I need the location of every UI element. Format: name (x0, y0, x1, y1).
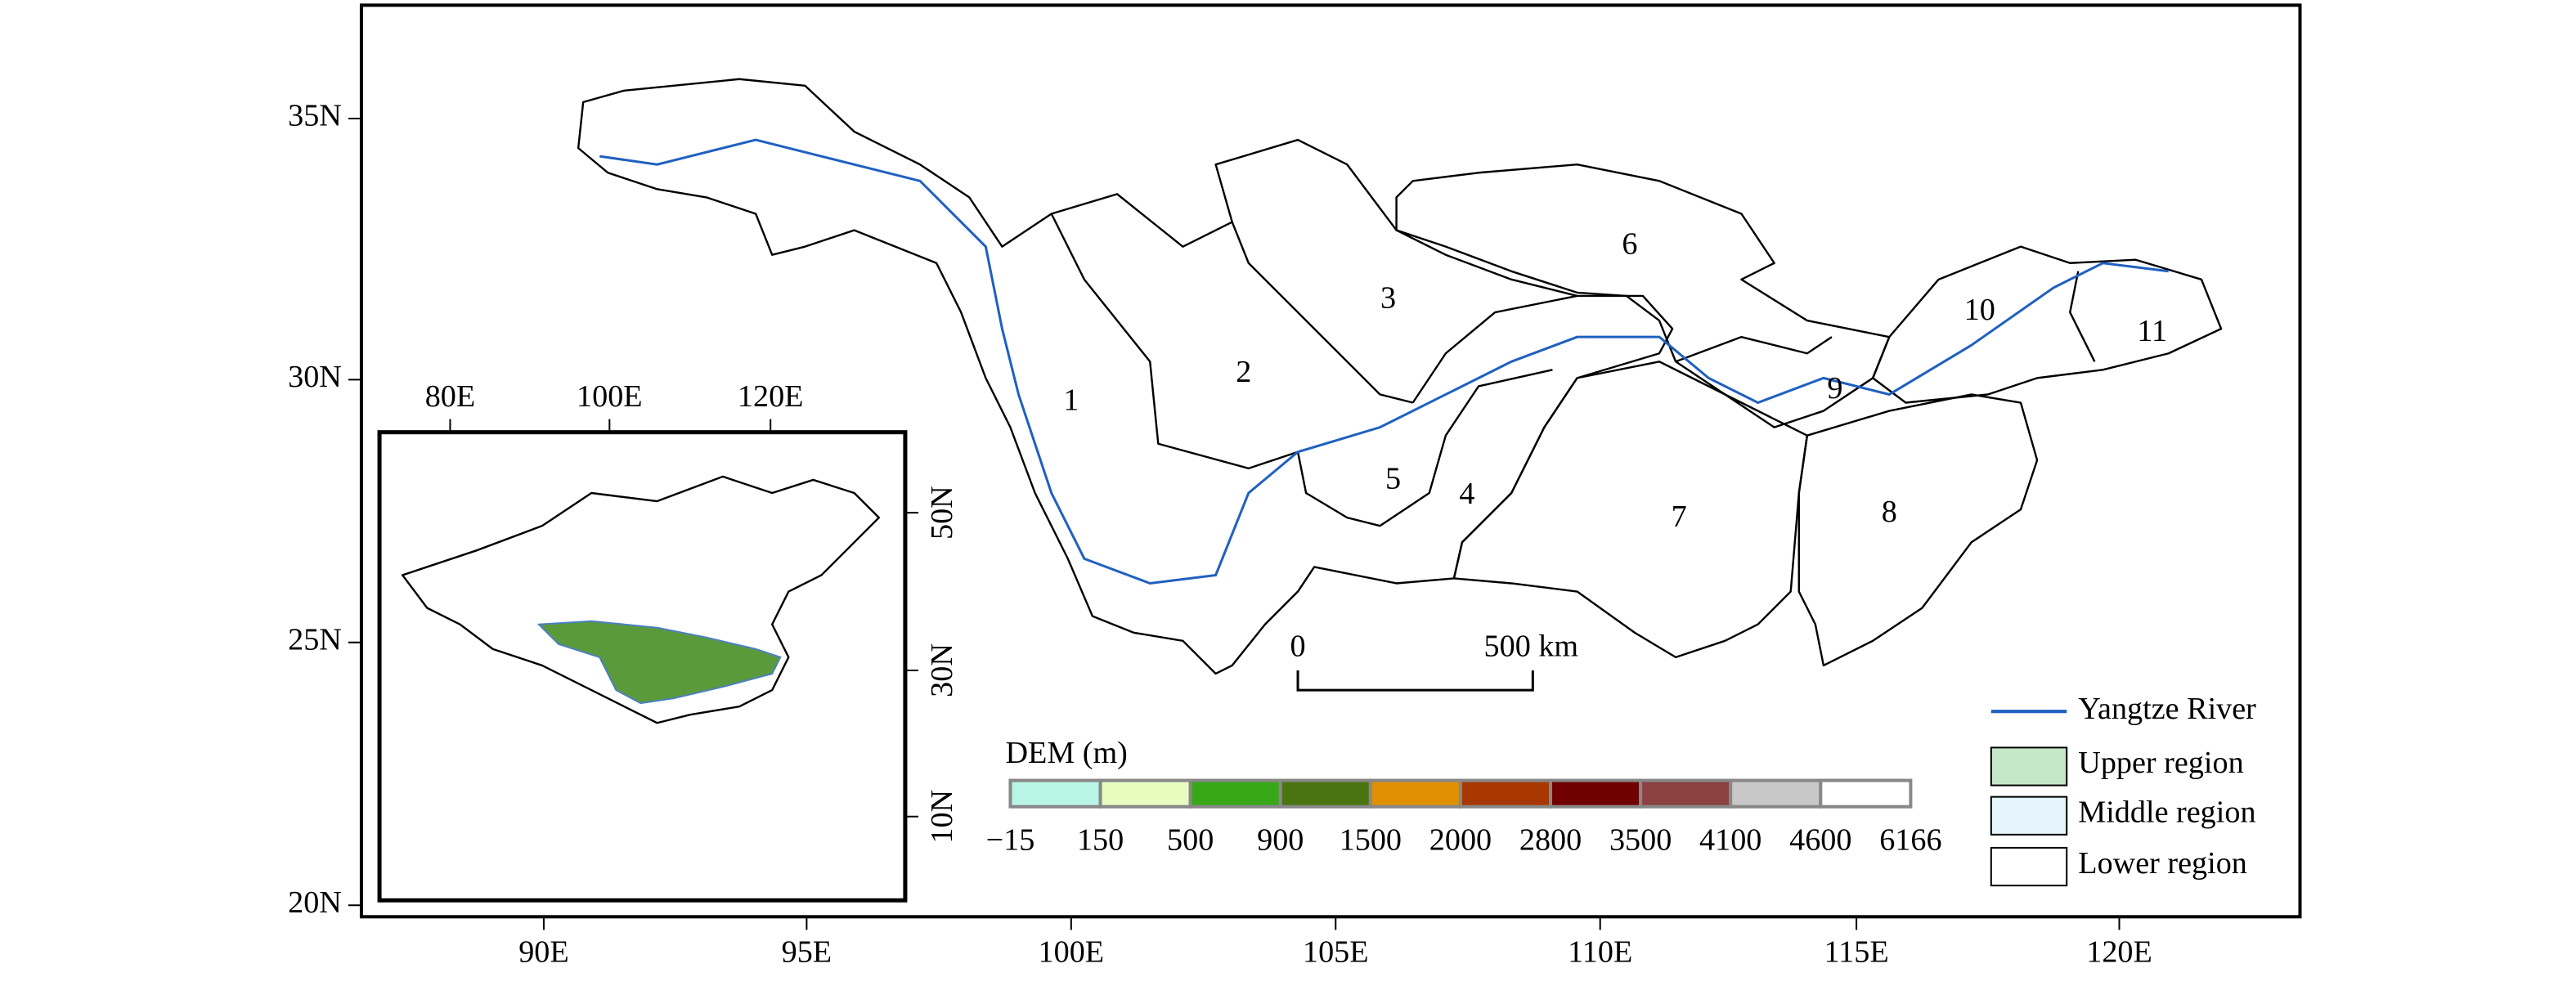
dem-label: 4100 (1699, 823, 1761, 858)
dem-swatch (1639, 778, 1733, 809)
region-label: 8 (1882, 495, 1897, 529)
lon-label: 120E (2086, 934, 2152, 969)
region-label: 3 (1380, 281, 1396, 316)
scale-label: 500 km (1484, 630, 1579, 664)
region-label: 10 (1964, 293, 1995, 327)
sub-boundary (1675, 335, 1833, 363)
lon-label: 90E (518, 934, 568, 969)
legend-label: Upper region (2078, 746, 2243, 780)
dem-swatch (1188, 778, 1282, 809)
sub-boundary (1296, 369, 1553, 527)
legend-swatch (1990, 746, 2068, 787)
legend-label: Yangtze River (2078, 692, 2256, 726)
dem-swatch (1278, 778, 1372, 809)
dem-label: 500 (1167, 823, 1214, 858)
dem-swatch (1549, 778, 1643, 809)
region-label: 7 (1672, 500, 1687, 534)
region-label: 4 (1459, 477, 1474, 511)
sub-boundary (2069, 271, 2096, 362)
yangtze-river (599, 138, 2169, 585)
legend-swatch (1990, 796, 2068, 836)
legend-label: Middle region (2078, 796, 2255, 830)
dem-label: 150 (1077, 823, 1124, 858)
lat-label: 20N (288, 885, 342, 920)
dem-swatch (1098, 778, 1192, 809)
inset-lon-label: 100E (577, 379, 643, 414)
dem-label: 3500 (1609, 823, 1672, 858)
inset-lat-label: 30N (925, 643, 959, 697)
lon-label: 105E (1303, 934, 1369, 969)
dem-label: 2000 (1429, 823, 1492, 858)
dem-label: 2800 (1519, 823, 1582, 858)
dem-swatch (1458, 778, 1553, 809)
dem-title: DEM (m) (1005, 736, 1127, 770)
lower-region (1871, 245, 2223, 404)
lon-label: 95E (782, 934, 832, 969)
scale-bar (1296, 670, 1534, 692)
inset-lat-label: 50N (925, 486, 959, 540)
scale-label: 0 (1290, 630, 1306, 664)
dem-label: 1500 (1340, 823, 1402, 858)
inset-lon-label: 120E (738, 379, 804, 414)
lat-label: 35N (288, 99, 342, 133)
sub-boundary (1231, 222, 1413, 404)
region-label: 1 (1063, 383, 1079, 417)
sub-boundary (1050, 213, 1299, 470)
lon-label: 115E (1824, 934, 1889, 969)
inset-basin (536, 620, 782, 705)
inset-lat-label: 10N (925, 790, 959, 844)
dem-label: 900 (1257, 823, 1304, 858)
dem-swatch (1819, 778, 1913, 809)
dem-swatch (1368, 778, 1462, 809)
dem-label: 4600 (1789, 823, 1851, 858)
china-outline (401, 475, 880, 724)
dem-swatch (1729, 778, 1823, 809)
region-label: 9 (1827, 371, 1842, 406)
region-label: 5 (1385, 462, 1401, 496)
region-label: 6 (1622, 226, 1637, 261)
legend-label: Lower region (2078, 846, 2247, 881)
lat-label: 30N (288, 360, 342, 394)
dem-swatch (1008, 778, 1102, 809)
dem-label: −15 (986, 823, 1035, 858)
region-label: 11 (2137, 314, 2167, 348)
lon-label: 100E (1039, 934, 1105, 969)
legend-swatch (1990, 846, 2068, 887)
lon-label: 110E (1568, 934, 1632, 969)
inset-lon-label: 80E (425, 379, 475, 414)
sub-boundary (1411, 294, 1577, 404)
lat-label: 25N (288, 623, 342, 657)
region-label: 2 (1236, 355, 1251, 389)
dem-label: 6166 (1879, 823, 1941, 858)
